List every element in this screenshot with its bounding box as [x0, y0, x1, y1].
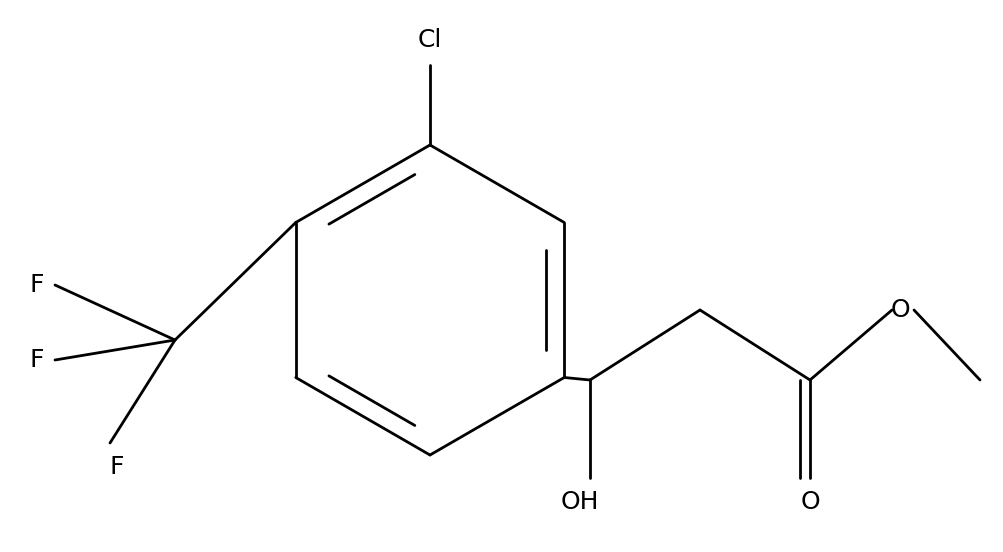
Text: F: F	[30, 273, 44, 297]
Text: OH: OH	[561, 490, 599, 514]
Text: O: O	[890, 298, 909, 322]
Text: F: F	[30, 348, 44, 372]
Text: Cl: Cl	[417, 28, 441, 52]
Text: F: F	[110, 455, 124, 479]
Text: O: O	[799, 490, 819, 514]
